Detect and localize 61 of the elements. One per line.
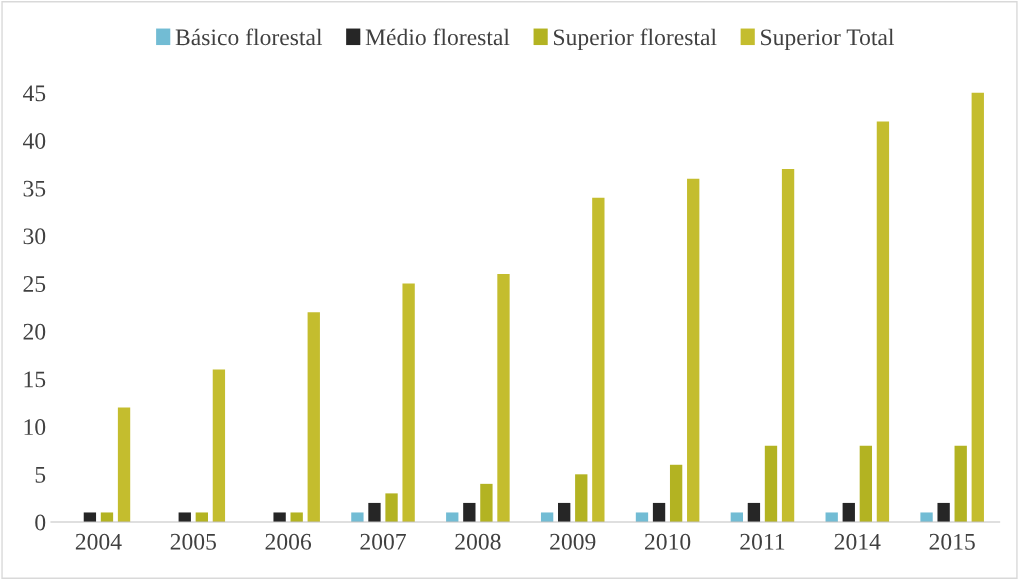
x-tick-label: 2014: [834, 533, 881, 550]
bar: [480, 483, 493, 522]
bar: [825, 512, 838, 522]
bar: [463, 502, 476, 522]
bar: [954, 445, 967, 522]
bar: [402, 283, 415, 522]
legend-label: Superior Total: [761, 28, 895, 51]
bar: [669, 464, 683, 522]
bar: [842, 502, 855, 522]
bar: [351, 512, 364, 522]
bar: [100, 512, 114, 522]
y-tick-label: 40: [22, 132, 46, 149]
bar: [937, 502, 950, 522]
x-tick-label: 2011: [740, 533, 785, 550]
x-tick-label: 2008: [455, 533, 501, 550]
bar: [781, 169, 795, 522]
x-tick-label: 2009: [550, 533, 596, 550]
y-tick-label: 45: [22, 85, 46, 102]
bar: [497, 274, 510, 522]
bar: [971, 92, 984, 522]
x-tick-label: 2015: [929, 533, 975, 550]
bar: [687, 178, 700, 522]
bar: [730, 512, 743, 522]
legend-label: Superior florestal: [554, 28, 717, 51]
bar: [368, 502, 381, 522]
bar: [385, 493, 398, 522]
x-tick-label: 2005: [170, 533, 216, 550]
bar: [859, 445, 873, 522]
bar: [290, 512, 303, 522]
legend-label: Básico florestal: [175, 28, 323, 46]
x-tick-label: 2004: [75, 533, 122, 550]
bar: [764, 445, 778, 522]
bar: [307, 312, 320, 522]
bar: [652, 502, 666, 522]
bar: [747, 502, 761, 522]
bar: [83, 512, 97, 522]
y-tick-label: 10: [24, 419, 46, 436]
x-tick-label: 2006: [265, 533, 312, 550]
bar: [540, 512, 554, 522]
y-tick-label: 25: [23, 276, 46, 292]
bar: [446, 512, 459, 522]
bar: [592, 197, 605, 522]
bar: [273, 512, 286, 522]
bar: [212, 369, 226, 522]
x-tick-label: 2007: [360, 533, 406, 550]
bar: [920, 512, 933, 522]
y-tick-label: 5: [35, 467, 46, 483]
y-tick-label: 35: [23, 180, 46, 197]
y-tick-label: 20: [23, 323, 46, 340]
bar: [178, 512, 191, 522]
bar: [575, 474, 588, 522]
bar: [117, 407, 131, 522]
bar: [876, 121, 890, 522]
y-tick-label: 30: [23, 228, 46, 245]
bar: [558, 502, 571, 522]
y-tick-label: 0: [35, 514, 46, 531]
bar: [635, 512, 649, 522]
y-tick-label: 15: [24, 371, 46, 388]
x-tick-label: 2010: [645, 533, 691, 550]
bar: [195, 512, 208, 522]
legend-label: Médio florestal: [365, 28, 510, 46]
